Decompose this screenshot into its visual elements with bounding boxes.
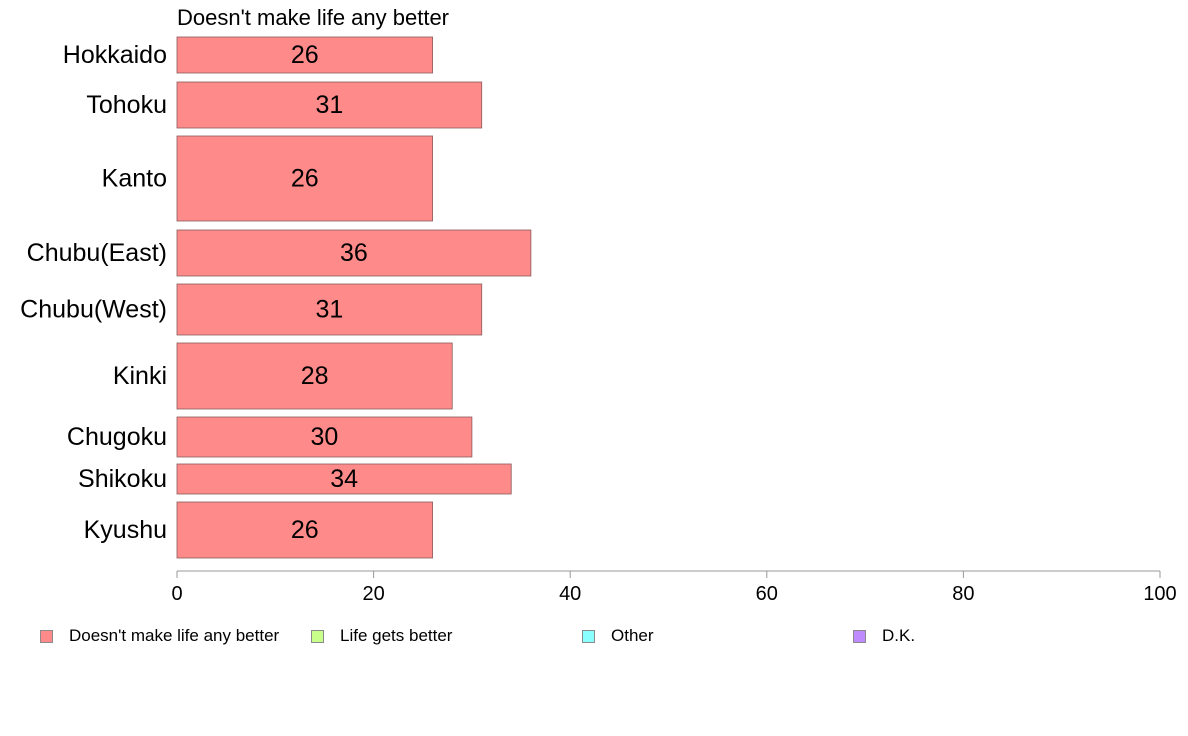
legend-label: Life gets better	[340, 626, 453, 645]
legend-label: Doesn't make life any better	[69, 626, 280, 645]
x-tick-label: 60	[756, 583, 778, 605]
category-label: Kanto	[102, 165, 167, 193]
x-tick-label: 80	[952, 583, 974, 605]
legend-label: D.K.	[882, 626, 916, 645]
category-label: Kyushu	[84, 516, 167, 544]
x-tick-label: 20	[362, 583, 384, 605]
x-tick-label: 100	[1143, 583, 1176, 605]
x-tick-label: 40	[559, 583, 581, 605]
category-label: Chubu(East)	[27, 239, 167, 267]
category-label: Kinki	[113, 362, 167, 390]
category-label: Chugoku	[67, 423, 167, 451]
data-label: 26	[291, 41, 319, 69]
legend-swatch	[40, 629, 53, 643]
data-label: 26	[291, 165, 319, 193]
legend: Doesn't make life any better Life gets b…	[40, 624, 1140, 648]
bar	[176, 283, 483, 336]
x-tick-label: 0	[171, 583, 182, 605]
bar	[176, 229, 532, 277]
data-label: 36	[340, 239, 368, 267]
legend-item-doesnt-make-life-better: Doesn't make life any better	[40, 624, 279, 648]
legend-swatch	[853, 629, 866, 643]
bar	[176, 81, 483, 129]
bar	[176, 416, 473, 458]
legend-label: Other	[611, 626, 654, 645]
data-label: 28	[301, 362, 329, 390]
bar	[176, 463, 512, 495]
chart-title: Doesn't make life any better	[177, 5, 450, 30]
legend-item-life-gets-better: Life gets better	[311, 624, 452, 648]
bar	[176, 135, 433, 222]
legend-swatch	[582, 629, 595, 643]
data-label: 34	[330, 465, 358, 493]
category-label: Hokkaido	[63, 41, 167, 69]
category-label: Shikoku	[78, 465, 167, 493]
bar	[176, 342, 453, 410]
legend-item-other: Other	[582, 624, 654, 648]
bar	[176, 501, 433, 559]
data-label: 26	[291, 516, 319, 544]
data-label: 31	[315, 91, 343, 119]
legend-item-dk: D.K.	[853, 624, 915, 648]
category-label: Tohoku	[86, 91, 167, 119]
bar	[176, 36, 433, 74]
data-label: 30	[311, 423, 339, 451]
legend-swatch	[311, 629, 324, 643]
category-label: Chubu(West)	[20, 296, 167, 324]
data-label: 31	[315, 296, 343, 324]
